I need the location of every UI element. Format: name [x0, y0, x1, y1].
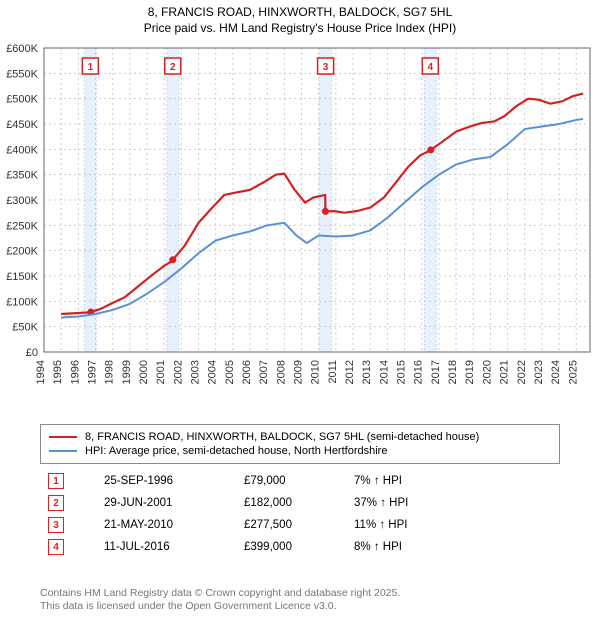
svg-text:1999: 1999 — [121, 360, 133, 384]
svg-text:1997: 1997 — [87, 360, 99, 384]
svg-text:2002: 2002 — [172, 360, 184, 384]
svg-text:4: 4 — [428, 62, 434, 73]
svg-text:2018: 2018 — [447, 360, 459, 384]
markers-table: 125-SEP-1996£79,0007% ↑ HPI229-JUN-2001£… — [40, 470, 560, 558]
svg-text:2004: 2004 — [207, 360, 219, 384]
line-chart: £0 £50K £100K £150K £200K £250K £300K £350K £400… — [0, 42, 600, 402]
svg-text:2009: 2009 — [293, 360, 305, 384]
marker-price: £277,500 — [244, 519, 354, 531]
marker-pct: 8% ↑ HPI — [354, 541, 494, 553]
marker-row: 4 11-JUL-2016£399,0008% ↑ HPI — [40, 536, 560, 558]
svg-text:2023: 2023 — [533, 360, 545, 384]
legend-swatch — [49, 436, 77, 438]
marker-row: 1 25-SEP-1996£79,0007% ↑ HPI — [40, 470, 560, 492]
marker-price: £399,000 — [244, 541, 354, 553]
legend-label: HPI: Average price, semi-detached house,… — [85, 445, 387, 457]
svg-text:2013: 2013 — [361, 360, 373, 384]
svg-text:2007: 2007 — [258, 360, 270, 384]
marker-badge: 4 — [48, 539, 64, 555]
svg-text:2011: 2011 — [327, 360, 339, 384]
svg-text:2016: 2016 — [413, 360, 425, 384]
marker-date: 29-JUN-2001 — [104, 497, 244, 509]
marker-pct: 37% ↑ HPI — [354, 497, 494, 509]
svg-text:2000: 2000 — [138, 360, 150, 384]
svg-text:2014: 2014 — [378, 360, 390, 384]
marker-badge: 2 — [48, 495, 64, 511]
title-line2: Price paid vs. HM Land Registry's House … — [0, 20, 600, 36]
marker-date: 21-MAY-2010 — [104, 519, 244, 531]
marker-date: 11-JUL-2016 — [104, 541, 244, 553]
svg-text:£0: £0 — [26, 347, 38, 359]
chart-area: £0 £50K £100K £150K £200K £250K £300K £350K £400… — [0, 42, 600, 402]
svg-text:3: 3 — [323, 62, 329, 73]
svg-text:2022: 2022 — [516, 360, 528, 384]
svg-text:£200K: £200K — [6, 246, 38, 258]
svg-text:£250K: £250K — [6, 220, 38, 232]
svg-text:2003: 2003 — [190, 360, 202, 384]
marker-date: 25-SEP-1996 — [104, 475, 244, 487]
svg-text:2005: 2005 — [224, 360, 236, 384]
svg-text:£500K: £500K — [6, 94, 38, 106]
svg-text:2012: 2012 — [344, 360, 356, 384]
svg-text:2021: 2021 — [499, 360, 511, 384]
footer-line1: Contains HM Land Registry data © Crown c… — [40, 587, 400, 601]
svg-text:1998: 1998 — [104, 360, 116, 384]
svg-text:2020: 2020 — [481, 360, 493, 384]
legend-row: 8, FRANCIS ROAD, HINXWORTH, BALDOCK, SG7… — [49, 431, 551, 443]
marker-pct: 7% ↑ HPI — [354, 475, 494, 487]
marker-price: £182,000 — [244, 497, 354, 509]
svg-text:2010: 2010 — [310, 360, 322, 384]
svg-text:2001: 2001 — [155, 360, 167, 384]
marker-row: 2 29-JUN-2001£182,00037% ↑ HPI — [40, 492, 560, 514]
marker-pct: 11% ↑ HPI — [354, 519, 494, 531]
svg-text:1: 1 — [88, 62, 94, 73]
svg-text:2019: 2019 — [464, 360, 476, 384]
svg-text:2: 2 — [170, 62, 176, 73]
title-line1: 8, FRANCIS ROAD, HINXWORTH, BALDOCK, SG7… — [0, 4, 600, 20]
footer-line2: This data is licensed under the Open Gov… — [40, 600, 400, 614]
marker-row: 3 21-MAY-2010£277,50011% ↑ HPI — [40, 514, 560, 536]
svg-text:1996: 1996 — [69, 360, 81, 384]
svg-text:2008: 2008 — [275, 360, 287, 384]
svg-text:£300K: £300K — [6, 195, 38, 207]
svg-text:1995: 1995 — [52, 360, 64, 384]
svg-text:£450K: £450K — [6, 119, 38, 131]
svg-text:2015: 2015 — [396, 360, 408, 384]
svg-text:2025: 2025 — [567, 360, 579, 384]
svg-text:1994: 1994 — [35, 360, 47, 384]
marker-price: £79,000 — [244, 475, 354, 487]
chart-title: 8, FRANCIS ROAD, HINXWORTH, BALDOCK, SG7… — [0, 0, 600, 36]
legend-label: 8, FRANCIS ROAD, HINXWORTH, BALDOCK, SG7… — [85, 431, 479, 443]
legend-row: HPI: Average price, semi-detached house,… — [49, 445, 551, 457]
svg-text:2017: 2017 — [430, 360, 442, 384]
footer-attribution: Contains HM Land Registry data © Crown c… — [40, 587, 400, 614]
legend-swatch — [49, 450, 77, 452]
svg-text:£550K: £550K — [6, 68, 38, 80]
svg-text:£350K: £350K — [6, 170, 38, 182]
svg-text:£400K: £400K — [6, 144, 38, 156]
svg-text:£150K: £150K — [6, 271, 38, 283]
svg-text:2006: 2006 — [241, 360, 253, 384]
marker-badge: 1 — [48, 473, 64, 489]
marker-badge: 3 — [48, 517, 64, 533]
svg-text:£100K: £100K — [6, 296, 38, 308]
svg-text:£50K: £50K — [12, 322, 38, 334]
svg-text:2024: 2024 — [550, 360, 562, 384]
svg-text:£600K: £600K — [6, 43, 38, 55]
legend: 8, FRANCIS ROAD, HINXWORTH, BALDOCK, SG7… — [40, 424, 560, 464]
